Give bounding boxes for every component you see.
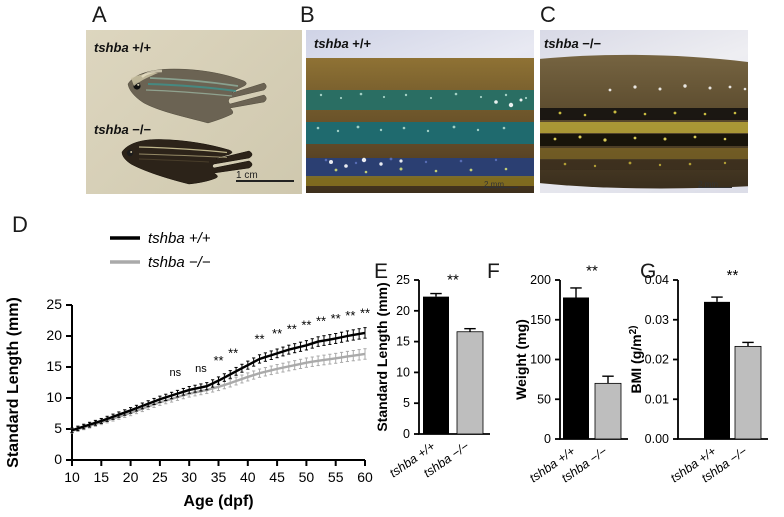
- svg-text:50: 50: [299, 469, 315, 485]
- svg-text:**: **: [213, 353, 223, 368]
- svg-text:0.04: 0.04: [645, 273, 669, 287]
- svg-text:ns: ns: [195, 363, 207, 375]
- svg-text:0: 0: [403, 427, 410, 441]
- svg-text:**: **: [272, 326, 282, 341]
- svg-text:Age (dpf): Age (dpf): [183, 493, 253, 510]
- svg-text:35: 35: [211, 469, 227, 485]
- svg-text:**: **: [287, 321, 297, 336]
- svg-text:100: 100: [530, 353, 551, 367]
- svg-text:15: 15: [94, 469, 110, 485]
- svg-text:0: 0: [54, 451, 62, 467]
- svg-text:20: 20: [46, 327, 62, 343]
- svg-text:150: 150: [530, 313, 551, 327]
- svg-text:**: **: [254, 331, 264, 346]
- svg-text:Weight (mg): Weight (mg): [513, 319, 529, 400]
- svg-text:200: 200: [530, 273, 551, 287]
- svg-text:15: 15: [396, 335, 410, 349]
- svg-text:20: 20: [123, 469, 139, 485]
- svg-text:**: **: [345, 308, 355, 323]
- svg-text:**: **: [727, 267, 739, 284]
- svg-text:Standard Length (mm): Standard Length (mm): [374, 282, 390, 431]
- svg-text:ns: ns: [170, 367, 182, 379]
- svg-text:tshba −/−: tshba −/−: [148, 254, 211, 271]
- svg-text:15: 15: [46, 358, 62, 374]
- svg-text:**: **: [228, 345, 238, 360]
- svg-text:0.00: 0.00: [645, 432, 669, 446]
- svg-text:45: 45: [269, 469, 285, 485]
- svg-text:Standard Length (mm): Standard Length (mm): [5, 297, 22, 468]
- svg-text:0: 0: [544, 432, 551, 446]
- svg-text:**: **: [301, 318, 311, 333]
- svg-text:10: 10: [64, 469, 80, 485]
- svg-text:55: 55: [328, 469, 344, 485]
- svg-text:0.01: 0.01: [645, 392, 669, 406]
- svg-text:50: 50: [537, 392, 551, 406]
- svg-text:25: 25: [396, 273, 410, 287]
- svg-text:30: 30: [181, 469, 197, 485]
- svg-text:**: **: [447, 271, 459, 288]
- svg-text:tshba +/+: tshba +/+: [148, 230, 211, 247]
- svg-text:20: 20: [396, 304, 410, 318]
- svg-text:25: 25: [46, 296, 62, 312]
- svg-text:**: **: [331, 311, 341, 326]
- svg-text:10: 10: [46, 389, 62, 405]
- svg-text:5: 5: [403, 396, 410, 410]
- svg-text:BMI (g/m2): BMI (g/m2): [628, 325, 645, 393]
- svg-text:**: **: [586, 263, 598, 280]
- svg-text:5: 5: [54, 420, 62, 436]
- svg-text:25: 25: [152, 469, 168, 485]
- svg-text:0.02: 0.02: [645, 353, 669, 367]
- svg-text:40: 40: [240, 469, 256, 485]
- svg-text:0.03: 0.03: [645, 313, 669, 327]
- svg-text:**: **: [316, 313, 326, 328]
- svg-text:10: 10: [396, 365, 410, 379]
